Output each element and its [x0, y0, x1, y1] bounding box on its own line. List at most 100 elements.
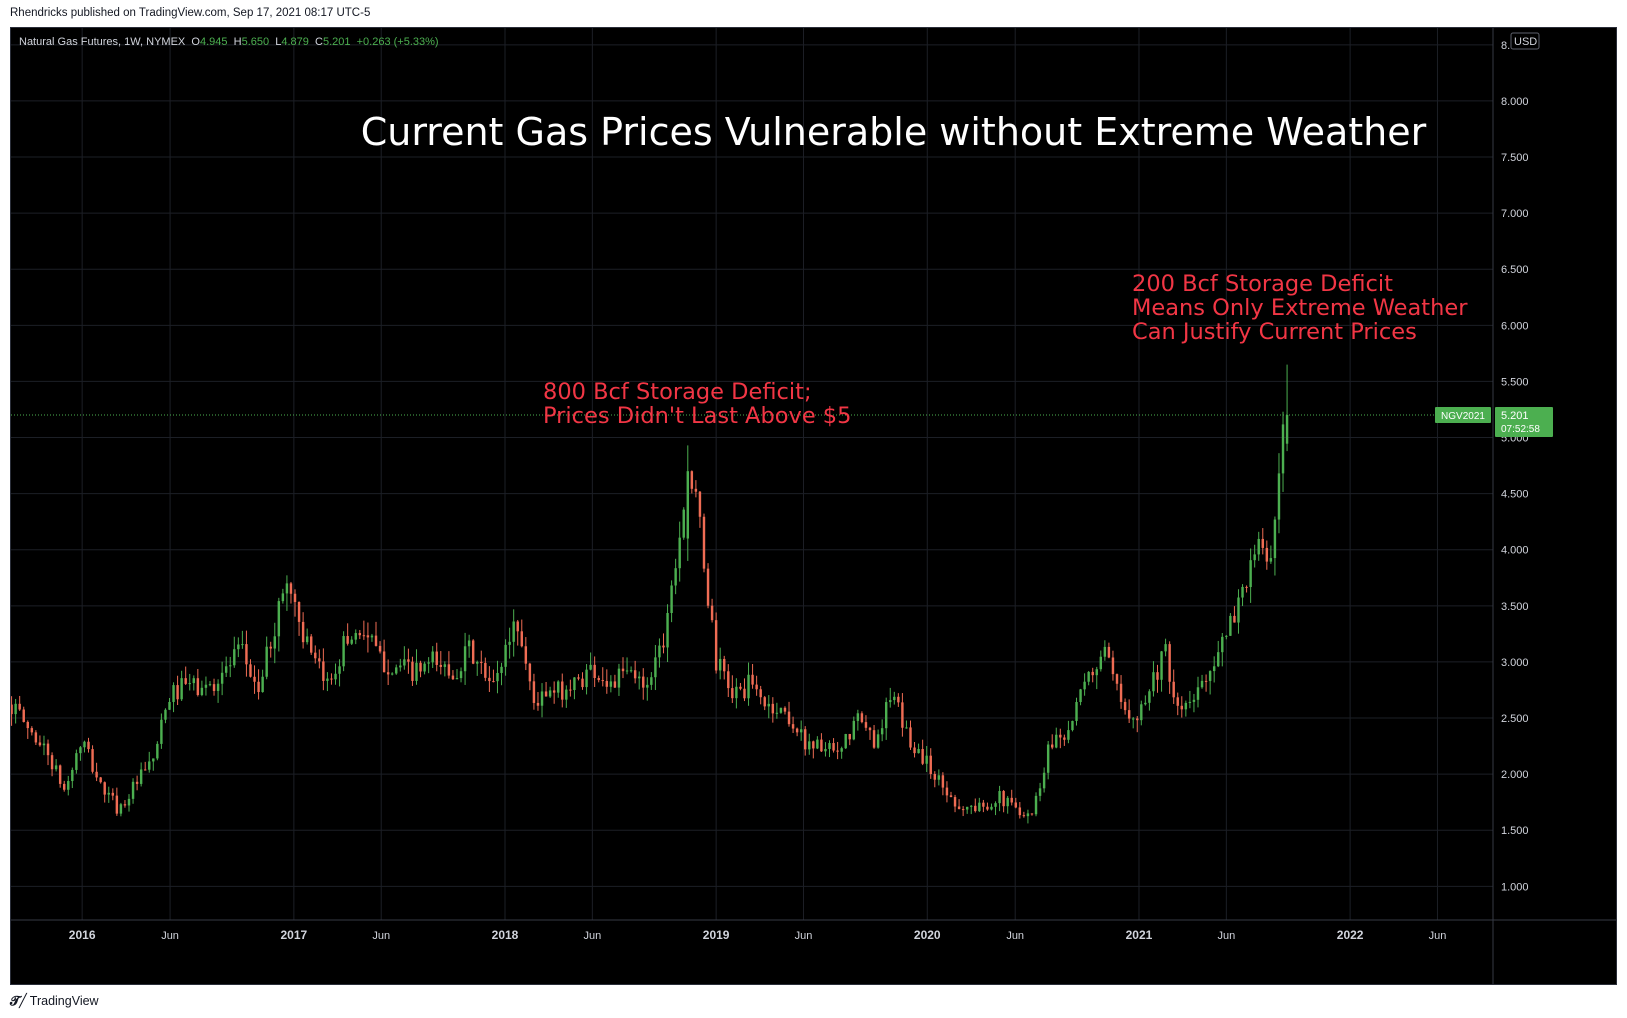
y-tick-label: 5.500 [1501, 376, 1529, 388]
candle-body [832, 743, 835, 751]
x-tick-label: Jun [372, 930, 390, 942]
candle-body [581, 678, 584, 688]
candle-body [431, 651, 434, 663]
candle-body [338, 666, 341, 674]
candle-body [245, 644, 248, 665]
candle-body [666, 613, 669, 648]
candle-body [395, 667, 398, 674]
candle-body [1046, 744, 1050, 773]
candle-body [1168, 644, 1171, 682]
candle-body [156, 743, 159, 759]
candle-body [557, 681, 560, 693]
candle-body [204, 684, 208, 688]
candle-body [848, 734, 851, 740]
candle-body [791, 724, 795, 729]
candle-body [569, 689, 572, 691]
candle-body [913, 747, 916, 754]
candle-body [1249, 560, 1252, 588]
candle-body [415, 662, 418, 681]
candle-body [411, 661, 414, 681]
candlestick-chart[interactable]: 1.000 1.500 2.000 2.500 3.000 3.500 4.000 4.500… [11, 28, 1617, 985]
candle-body [654, 657, 657, 678]
candle-body [184, 678, 187, 684]
candle-body [75, 753, 78, 770]
candle-body [447, 664, 451, 676]
candle-body [1233, 615, 1236, 623]
candle-body [224, 666, 228, 673]
candle-body [1034, 795, 1038, 815]
candle-body [714, 620, 718, 671]
candle-body [237, 644, 240, 650]
candle-body [820, 739, 823, 752]
candle-body [289, 583, 293, 594]
candle-body [233, 649, 236, 666]
candle-body [808, 741, 811, 750]
candle-body [103, 782, 106, 795]
candle-body [816, 739, 819, 749]
candle-body [484, 662, 487, 678]
candle-body [241, 644, 244, 646]
candle-body [1059, 734, 1062, 738]
candle-body [718, 658, 722, 671]
candle-body [63, 783, 66, 790]
candle-body [1196, 687, 1200, 700]
chart-area[interactable]: 1.000 1.500 2.000 2.500 3.000 3.500 4.000 4.500… [10, 27, 1617, 985]
candle-body [58, 765, 62, 784]
candle-body [249, 664, 252, 677]
candle-body [123, 804, 127, 806]
candle-body [1079, 689, 1082, 703]
candle-body [1115, 674, 1119, 684]
candle-body [520, 631, 523, 647]
candle-body [54, 765, 58, 770]
candle-body [1156, 672, 1159, 680]
candle-body [751, 674, 754, 685]
candle-body [1144, 702, 1147, 705]
candle-body [419, 662, 422, 672]
candle-body [1022, 815, 1026, 817]
candle-body [200, 687, 204, 696]
candle-body [1083, 681, 1086, 690]
candle-body [314, 652, 317, 659]
y-tick-label: 4.500 [1501, 489, 1529, 501]
candle-body [67, 781, 70, 790]
x-tick-label: Jun [161, 930, 179, 942]
candle-body [698, 491, 702, 517]
candle-body [1200, 680, 1204, 688]
candle-body [111, 792, 115, 796]
candle-body [1087, 671, 1090, 682]
candle-body [1091, 671, 1094, 676]
footer-brand[interactable]: 𝓣╱ TradingView [10, 993, 99, 1009]
change-value: +0.263 (+5.33%) [356, 36, 439, 48]
candle-body [143, 769, 147, 771]
candle-body [91, 749, 94, 772]
candle-body [1140, 704, 1143, 721]
candle-body [605, 681, 609, 687]
footer-label: TradingView [29, 994, 99, 1008]
candle-body [467, 640, 471, 647]
candle-body [261, 676, 264, 693]
candle-body [1063, 737, 1066, 740]
candle-body [799, 729, 803, 733]
candle-body [739, 686, 742, 689]
y-tick-label: 6.000 [1501, 320, 1529, 332]
candle-body [326, 678, 329, 681]
candle-body [378, 645, 382, 652]
candle-body [358, 633, 362, 636]
candle-body [1095, 669, 1098, 676]
candle-body [763, 697, 766, 707]
annotation-2021: 200 Bcf Storage Deficit Means Only Extre… [1132, 272, 1467, 344]
candle-body [1006, 797, 1009, 807]
candle-body [297, 601, 301, 622]
candle-body [273, 636, 276, 649]
y-tick-label: 8.000 [1501, 96, 1529, 108]
currency-badge [1510, 32, 1540, 50]
candle-body [38, 742, 42, 746]
candle-body [310, 636, 313, 653]
candle-body [476, 661, 479, 664]
y-tick-label: 6.500 [1501, 264, 1529, 276]
candle-body [1241, 586, 1244, 598]
candle-body [897, 696, 900, 703]
candle-body [504, 644, 507, 667]
candle-body [1127, 710, 1131, 719]
candle-body [1002, 791, 1005, 807]
